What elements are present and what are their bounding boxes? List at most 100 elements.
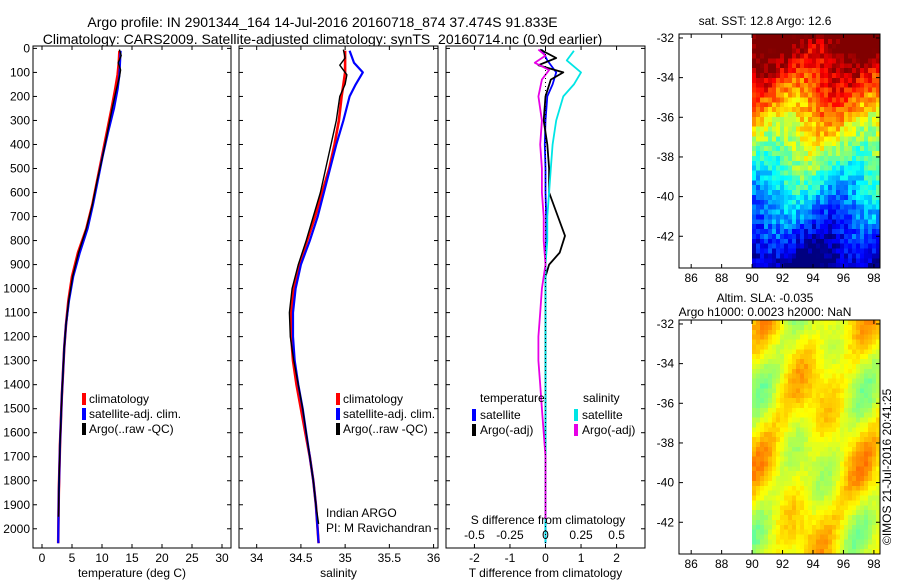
map-cell [780,194,785,201]
map-cell [760,485,765,492]
map-cell [760,422,765,428]
map-cell [856,116,861,123]
map-cell [776,263,781,269]
map-cell [768,58,773,64]
map-cell [844,73,849,79]
map-cell [852,77,857,84]
map-cell [872,73,877,79]
map-cell [800,243,805,249]
map-cell [756,471,761,477]
map-cell [860,466,865,472]
map-cell [756,510,761,516]
map-cell [760,82,765,89]
map-cell [852,334,857,340]
map-cell [828,63,833,69]
map-cell [832,524,837,531]
map-cell [756,112,761,118]
map-cell [768,155,773,162]
map-cell [792,427,797,433]
map-cell [844,38,849,45]
map-cell [840,170,845,176]
map-cell [764,53,769,59]
map-cell [876,529,881,535]
map-cell [852,263,857,269]
map-cell [832,505,837,511]
map-cell [848,180,853,186]
map-cell [848,92,853,98]
map-cell [784,490,789,496]
map-cell [876,505,881,511]
map-cell [868,378,873,384]
map-cell [820,402,825,409]
map-cell [816,214,821,220]
map-cell [776,456,781,462]
map-cell [776,38,781,45]
map-cell [812,476,817,482]
map-cell [760,194,765,201]
map-cell [848,510,853,516]
map-cell [820,461,825,467]
map-cell [848,461,853,467]
map-cell [876,388,881,394]
map-cell [760,199,765,206]
map-cell [860,146,865,152]
map-cell [788,233,793,240]
map-cell [764,73,769,79]
map-cell [876,485,881,492]
map-cell [792,238,797,245]
map-cell [752,500,757,506]
map-cell [804,412,809,418]
map-cell [772,160,777,167]
map-cell [784,38,789,45]
map-cell [876,544,881,550]
map-cell [816,407,821,414]
map-cell [756,63,761,69]
map-cell [836,165,841,171]
map-cell [752,495,757,501]
map-cell [872,388,877,394]
map-cell [800,151,805,157]
map-cell [828,151,833,157]
map-cell [828,329,833,336]
map-cell [760,432,765,438]
map-cell [864,77,869,84]
map-cell [784,422,789,428]
map-cell [876,349,881,355]
map-cell [876,43,881,50]
map-cell [768,373,773,379]
map-cell [792,320,797,326]
map-cell [876,58,881,64]
lon-tick-label: 96 [837,557,851,571]
map-cell [788,534,793,540]
map-cell [852,476,857,482]
map-cell [768,253,773,259]
map-cell [824,258,829,264]
map-cell [804,112,809,118]
map-cell [768,359,773,365]
map-cell [780,73,785,79]
map-cell [820,427,825,433]
map-cell [816,107,821,113]
map-cell [772,515,777,521]
map-cell [856,412,861,418]
map-cell [864,437,869,443]
map-cell [788,383,793,389]
map-cell [840,519,845,526]
map-cell [812,446,817,453]
map-cell [804,97,809,103]
map-cell [792,248,797,254]
map-cell [856,378,861,384]
map-cell [868,461,873,467]
map-cell [840,204,845,210]
map-cell [864,388,869,394]
map-cell [828,209,833,215]
map-cell [872,349,877,355]
map-cell [760,126,765,132]
map-cell [872,253,877,259]
map-cell [776,485,781,492]
map-cell [872,344,877,350]
map-cell [836,417,841,423]
map-cell [852,194,857,201]
map-cell [804,320,809,326]
